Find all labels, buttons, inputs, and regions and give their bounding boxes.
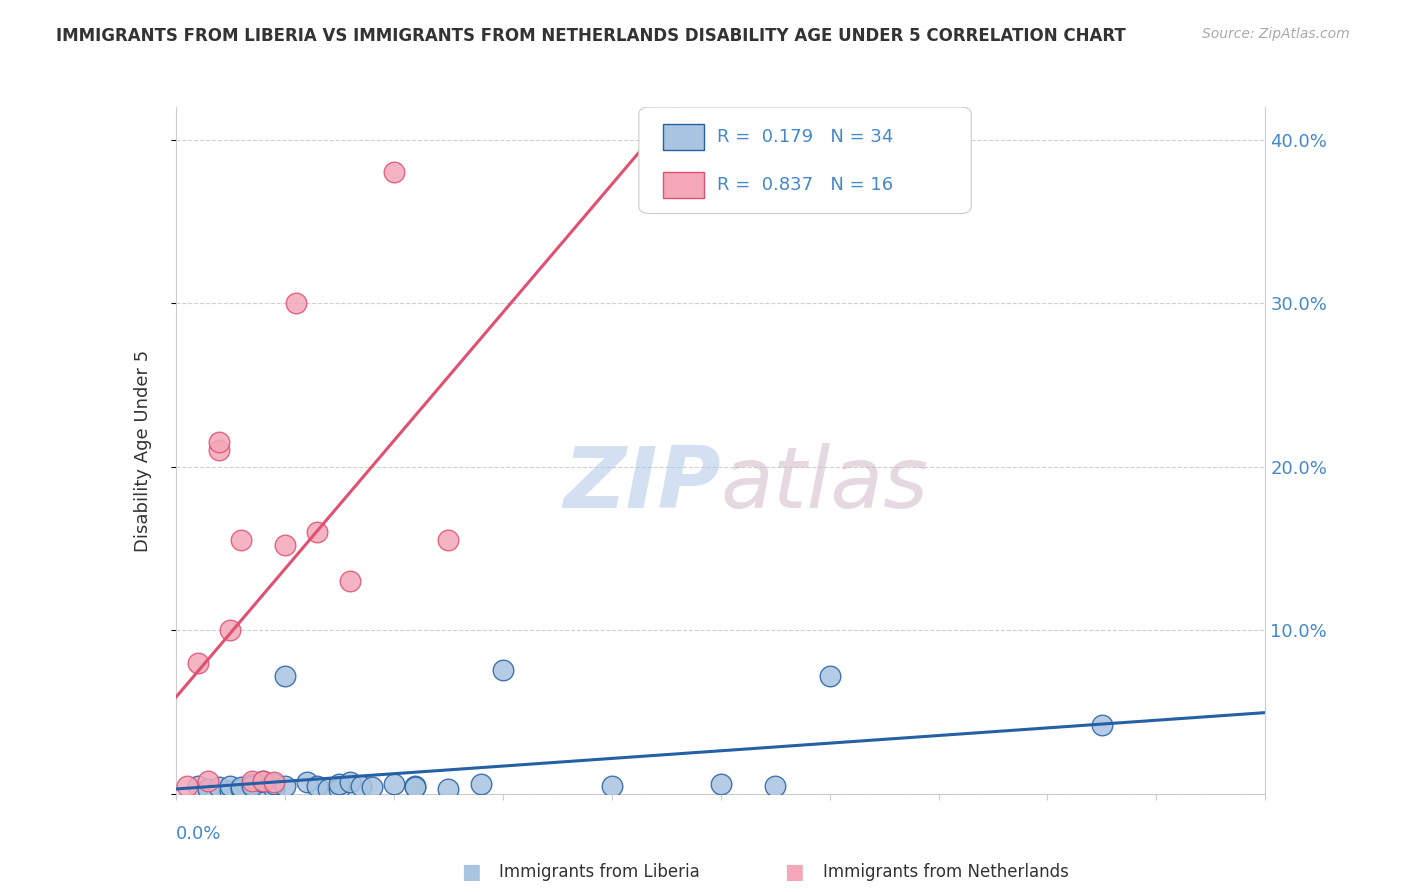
- Point: [818, 669, 841, 683]
- Point: [307, 779, 329, 793]
- Point: [186, 779, 209, 793]
- Point: [231, 533, 253, 548]
- Point: [437, 781, 460, 797]
- Point: [710, 777, 733, 791]
- Point: [382, 165, 405, 179]
- Point: [284, 296, 307, 310]
- FancyBboxPatch shape: [662, 123, 704, 150]
- FancyBboxPatch shape: [662, 172, 704, 198]
- Point: [339, 775, 361, 789]
- Point: [307, 525, 329, 540]
- Point: [263, 775, 285, 789]
- Point: [405, 780, 427, 795]
- Point: [405, 779, 427, 793]
- Point: [263, 777, 285, 791]
- Point: [208, 780, 231, 795]
- Point: [208, 435, 231, 450]
- Point: [219, 783, 242, 797]
- Point: [176, 779, 198, 793]
- Point: [252, 773, 274, 788]
- Text: Immigrants from Netherlands: Immigrants from Netherlands: [823, 863, 1069, 881]
- Point: [274, 779, 297, 793]
- Point: [252, 775, 274, 789]
- Point: [295, 775, 318, 789]
- Point: [231, 781, 253, 797]
- Point: [240, 779, 263, 793]
- Point: [240, 773, 263, 788]
- Point: [318, 781, 340, 797]
- Text: 0.0%: 0.0%: [176, 825, 221, 843]
- Text: Source: ZipAtlas.com: Source: ZipAtlas.com: [1202, 27, 1350, 41]
- Text: IMMIGRANTS FROM LIBERIA VS IMMIGRANTS FROM NETHERLANDS DISABILITY AGE UNDER 5 CO: IMMIGRANTS FROM LIBERIA VS IMMIGRANTS FR…: [56, 27, 1126, 45]
- Point: [328, 781, 350, 797]
- Y-axis label: Disability Age Under 5: Disability Age Under 5: [134, 350, 152, 551]
- Text: ZIP: ZIP: [562, 443, 721, 526]
- Point: [492, 663, 515, 677]
- Point: [274, 669, 297, 683]
- Point: [274, 538, 297, 552]
- Point: [339, 574, 361, 589]
- Point: [240, 777, 263, 791]
- Point: [208, 443, 231, 458]
- Text: R =  0.179   N = 34: R = 0.179 N = 34: [717, 128, 894, 145]
- Point: [600, 779, 623, 793]
- Point: [197, 773, 219, 788]
- FancyBboxPatch shape: [638, 107, 972, 213]
- Text: Immigrants from Liberia: Immigrants from Liberia: [499, 863, 700, 881]
- Point: [470, 777, 492, 791]
- Point: [219, 624, 242, 638]
- Point: [360, 780, 382, 795]
- Point: [763, 779, 786, 793]
- Point: [231, 780, 253, 795]
- Text: ■: ■: [461, 863, 481, 882]
- Text: R =  0.837   N = 16: R = 0.837 N = 16: [717, 177, 893, 194]
- Point: [350, 779, 373, 793]
- Point: [197, 781, 219, 797]
- Point: [1091, 718, 1114, 732]
- Point: [437, 533, 460, 548]
- Point: [328, 777, 350, 791]
- Text: atlas: atlas: [721, 443, 928, 526]
- Text: ■: ■: [785, 863, 804, 882]
- Point: [219, 779, 242, 793]
- Point: [252, 773, 274, 788]
- Point: [186, 656, 209, 670]
- Point: [382, 777, 405, 791]
- Point: [263, 781, 285, 797]
